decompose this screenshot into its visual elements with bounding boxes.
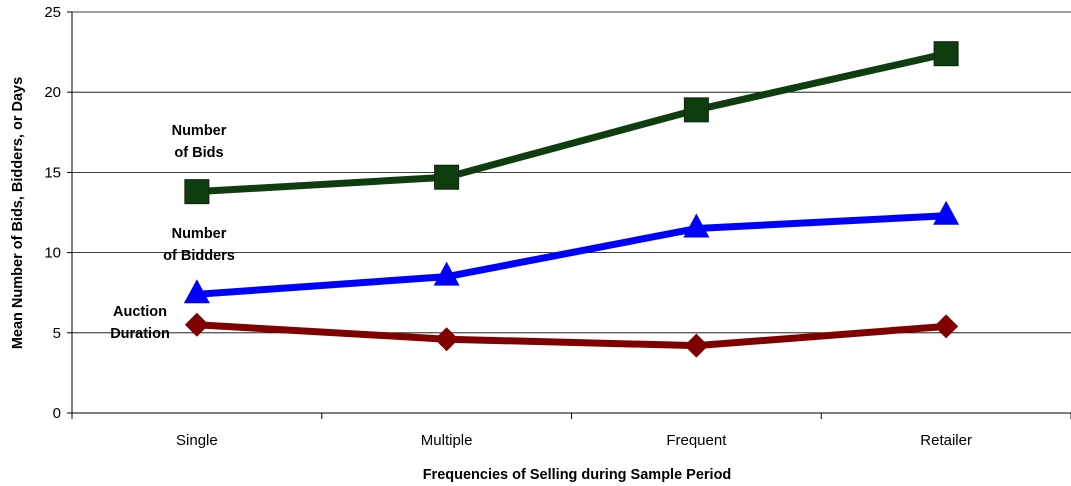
x-tick-label-single: Single xyxy=(176,432,218,449)
series-label-number-of-bidders: Number of Bidders xyxy=(163,226,235,264)
y-axis-title: Mean Number of Bids, Bidders, or Days xyxy=(10,77,26,349)
y-tick-label: 10 xyxy=(44,245,61,262)
data-point-auction-duration-multiple xyxy=(434,327,459,352)
data-point-number-of-bidders-single xyxy=(183,279,210,304)
series-label-auction-duration: Auction Duration xyxy=(110,304,170,342)
x-tick-label-retailer: Retailer xyxy=(920,432,972,449)
y-tick-label: 20 xyxy=(44,84,61,101)
axes: 0 5 10 15 20 25 Single Multiple Frequent Retailer xyxy=(44,4,1071,449)
y-tick-label: 25 xyxy=(44,4,61,21)
data-point-auction-duration-frequent xyxy=(684,333,709,358)
series-label-line: Auction xyxy=(113,304,167,320)
y-tick-label: 5 xyxy=(53,325,61,342)
x-axis-title: Frequencies of Selling during Sample Per… xyxy=(423,467,732,483)
data-point-number-of-bids-retailer xyxy=(933,41,959,67)
data-point-number-of-bidders-retailer xyxy=(933,200,960,225)
series-line-auction-duration xyxy=(193,321,950,350)
x-tick-label-frequent: Frequent xyxy=(666,432,727,449)
data-point-number-of-bidders-frequent xyxy=(683,213,710,238)
data-point-number-of-bidders-multiple xyxy=(433,261,460,286)
series-label-line: of Bids xyxy=(174,145,223,161)
series-label-line: Number xyxy=(172,226,227,242)
series-label-line: Duration xyxy=(110,326,170,342)
series-line-number-of-bidders xyxy=(193,212,950,298)
data-point-number-of-bids-multiple xyxy=(434,164,460,190)
data-point-number-of-bids-frequent xyxy=(683,97,709,123)
data-point-auction-duration-retailer xyxy=(934,314,959,339)
series-label-line: of Bidders xyxy=(163,248,235,264)
series-label-line: Number xyxy=(172,123,227,139)
data-point-number-of-bids-single xyxy=(184,179,210,205)
series-label-number-of-bids: Number of Bids xyxy=(172,123,227,161)
series-labels: Number of Bids Number of Bidders Auction Dura… xyxy=(110,123,235,342)
y-tick-label: 15 xyxy=(44,164,61,181)
series-lines xyxy=(183,41,960,358)
x-tick-label-multiple: Multiple xyxy=(421,432,473,449)
series-line-number-of-bids xyxy=(193,50,950,196)
data-point-auction-duration-single xyxy=(184,312,209,337)
y-tick-label: 0 xyxy=(53,405,61,422)
